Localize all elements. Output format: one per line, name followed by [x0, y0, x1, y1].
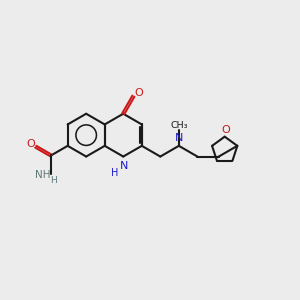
Text: N: N — [175, 133, 184, 142]
Text: O: O — [221, 125, 230, 135]
Text: H: H — [51, 176, 57, 185]
Text: N: N — [120, 161, 128, 171]
Text: O: O — [134, 88, 143, 98]
Text: H: H — [111, 168, 118, 178]
Text: CH₃: CH₃ — [171, 121, 188, 130]
Text: NH: NH — [35, 170, 50, 180]
Text: O: O — [26, 139, 35, 149]
